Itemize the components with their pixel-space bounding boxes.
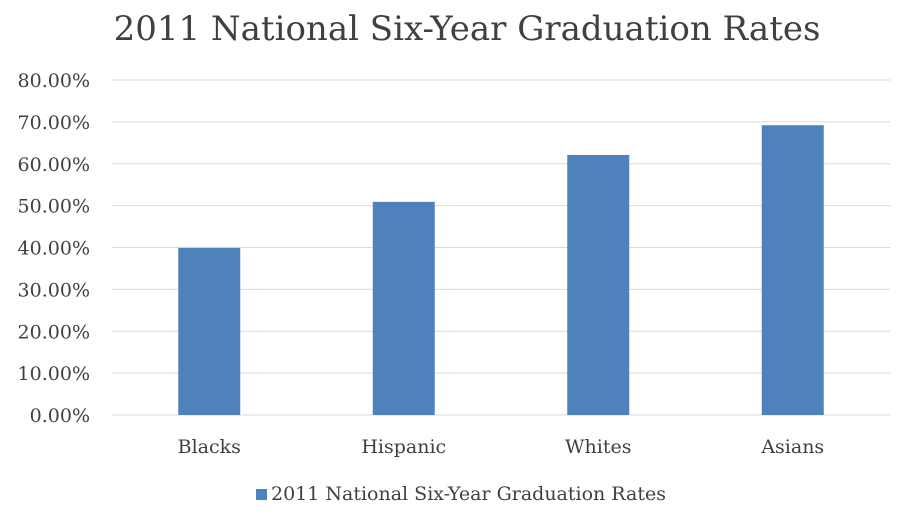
gridlines bbox=[112, 79, 890, 416]
y-tick-label: 80.00% bbox=[18, 70, 90, 92]
x-tick-label: Asians bbox=[760, 436, 824, 458]
bar-whites bbox=[567, 154, 630, 416]
legend: 2011 National Six-Year Graduation Rates bbox=[256, 483, 666, 505]
y-axis-tick-labels: 0.00% 10.00% 20.00% 30.00% 40.00% 50.00% 60.00… bbox=[18, 70, 90, 427]
y-tick-label: 50.00% bbox=[18, 196, 90, 218]
legend-swatch bbox=[256, 489, 267, 500]
y-tick-label: 20.00% bbox=[18, 321, 90, 343]
y-tick-label: 30.00% bbox=[18, 279, 90, 301]
y-tick-label: 60.00% bbox=[18, 154, 90, 176]
legend-label: 2011 National Six-Year Graduation Rates bbox=[271, 483, 666, 505]
bar-asians bbox=[761, 125, 824, 415]
x-tick-label: Whites bbox=[565, 436, 631, 458]
x-tick-label: Hispanic bbox=[361, 436, 446, 458]
chart-title: 2011 National Six-Year Graduation Rates bbox=[114, 9, 821, 49]
y-tick-label: 70.00% bbox=[18, 112, 90, 134]
bar-blacks bbox=[178, 247, 241, 415]
y-tick-label: 0.00% bbox=[30, 405, 90, 427]
bars bbox=[178, 125, 824, 416]
y-tick-label: 10.00% bbox=[18, 363, 90, 385]
y-tick-label: 40.00% bbox=[18, 238, 90, 260]
x-axis-tick-labels: Blacks Hispanic Whites Asians bbox=[178, 436, 825, 458]
bar-hispanic bbox=[372, 201, 435, 415]
x-tick-label: Blacks bbox=[178, 436, 241, 458]
